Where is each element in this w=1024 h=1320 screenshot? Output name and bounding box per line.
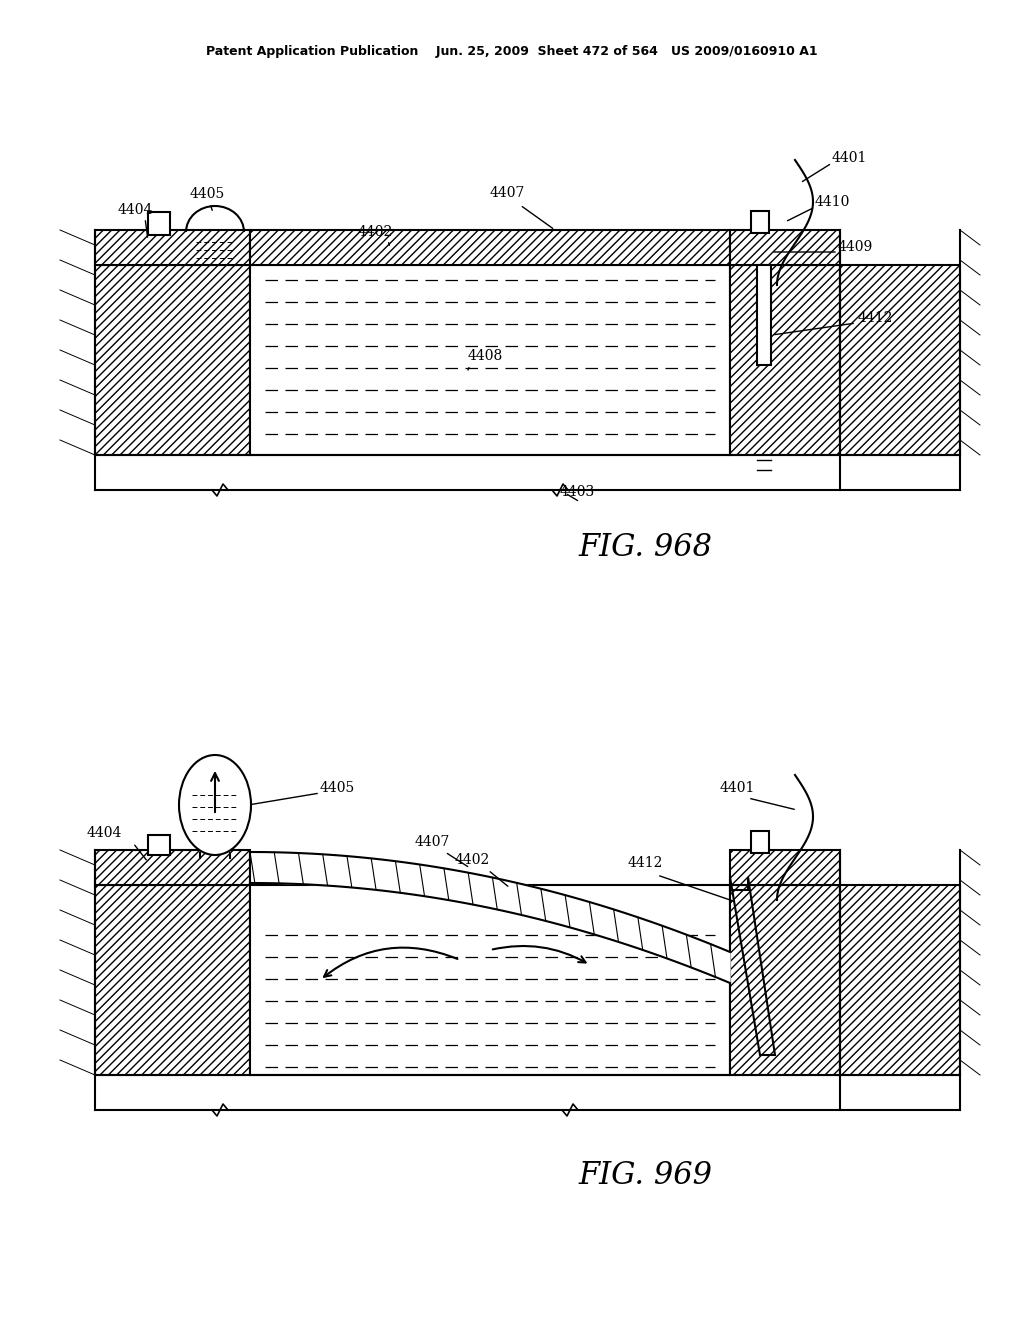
Bar (751, 211, 769, 234)
Text: 4408: 4408 (468, 348, 503, 363)
Text: 4405: 4405 (319, 781, 355, 795)
Text: 4405: 4405 (190, 187, 225, 201)
Bar (148, 213, 170, 235)
Text: 4404: 4404 (118, 203, 154, 216)
Bar (250, 230, 730, 265)
Bar (148, 836, 170, 855)
Text: FIG. 969: FIG. 969 (578, 1159, 712, 1191)
Text: 4412: 4412 (858, 312, 893, 325)
Text: 4412: 4412 (628, 855, 664, 870)
Bar (95, 884, 250, 1074)
Bar (95, 850, 250, 884)
Text: 4403: 4403 (560, 484, 595, 499)
Bar (730, 884, 840, 1074)
Polygon shape (730, 876, 775, 1055)
Text: 4410: 4410 (815, 195, 850, 209)
Text: 4407: 4407 (490, 186, 525, 201)
Text: 4404: 4404 (87, 826, 123, 840)
Text: Patent Application Publication    Jun. 25, 2009  Sheet 472 of 564   US 2009/0160: Patent Application Publication Jun. 25, … (206, 45, 818, 58)
Text: 4402: 4402 (455, 853, 490, 867)
Text: 4409: 4409 (838, 240, 873, 253)
Bar (840, 884, 961, 1074)
Bar (95, 265, 250, 455)
Bar (751, 832, 769, 853)
Polygon shape (250, 851, 730, 983)
Bar (757, 265, 771, 366)
Bar (730, 850, 840, 884)
Text: 4402: 4402 (358, 224, 393, 239)
Bar (250, 884, 730, 1074)
Bar (730, 265, 840, 455)
Ellipse shape (179, 755, 251, 855)
Bar (730, 230, 840, 265)
Bar (250, 265, 730, 455)
Text: 4401: 4401 (720, 781, 756, 795)
Text: 4407: 4407 (415, 836, 451, 849)
Bar (95, 230, 250, 265)
Text: 4401: 4401 (831, 150, 867, 165)
Text: FIG. 968: FIG. 968 (578, 532, 712, 564)
Bar (840, 265, 961, 455)
